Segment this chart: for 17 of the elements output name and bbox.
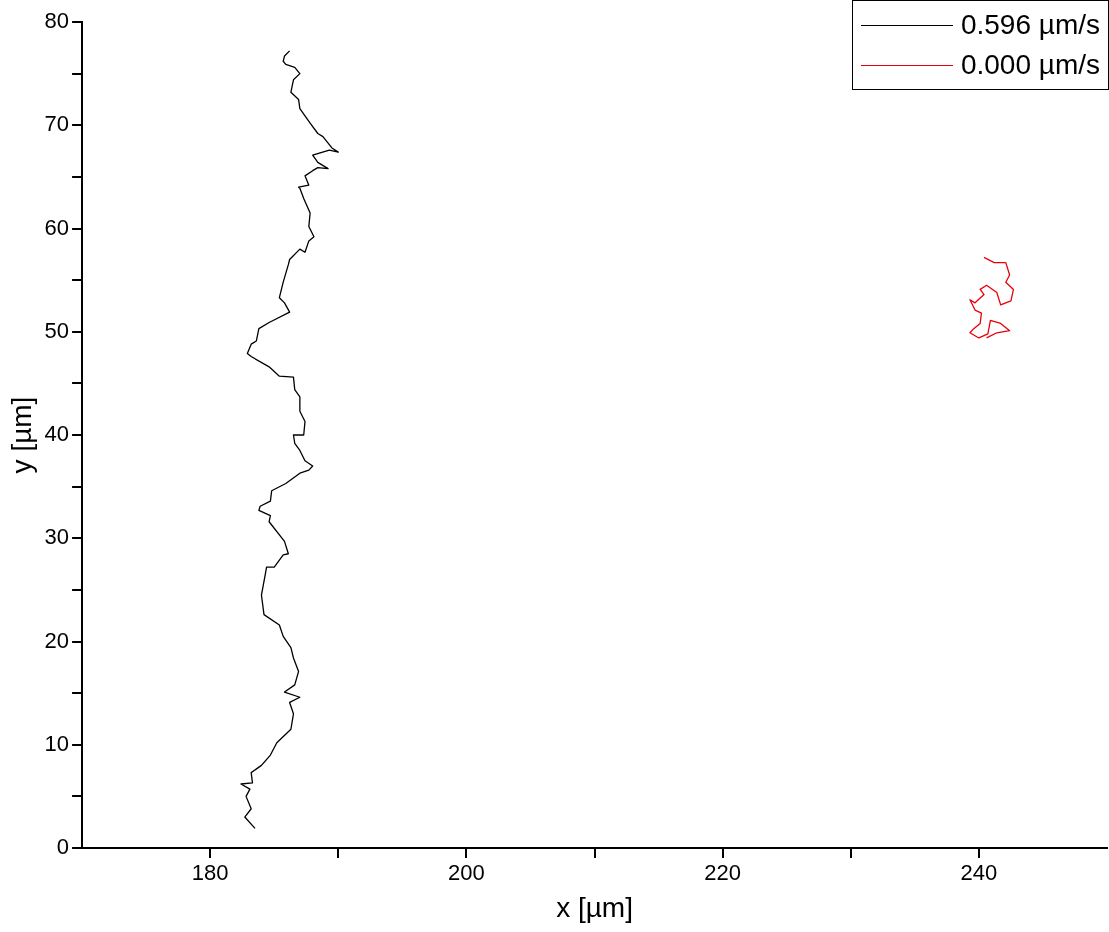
y-tick-label: 40 [44, 421, 70, 447]
x-tick-label: 240 [960, 860, 998, 886]
x-tick-label: 220 [704, 860, 742, 886]
y-tick-label: 0 [56, 834, 70, 860]
legend-label: 0.000 µm/s [960, 49, 1100, 81]
y-tick-label: 70 [44, 111, 70, 137]
y-tick-label: 60 [44, 214, 70, 240]
y-axis-title: y [µm] [5, 396, 37, 474]
y-tick-label: 50 [44, 317, 70, 343]
y-tick-label: 20 [44, 627, 70, 653]
x-tick-label: 200 [448, 860, 485, 886]
y-tick-label: 30 [44, 524, 70, 550]
x-tick-label: 180 [191, 860, 229, 886]
x-axis-title: x [µm] [556, 891, 633, 923]
y-tick-label: 80 [44, 8, 70, 34]
legend-label: 0.596 µm/s [960, 9, 1100, 41]
y-tick-label: 10 [44, 730, 70, 756]
